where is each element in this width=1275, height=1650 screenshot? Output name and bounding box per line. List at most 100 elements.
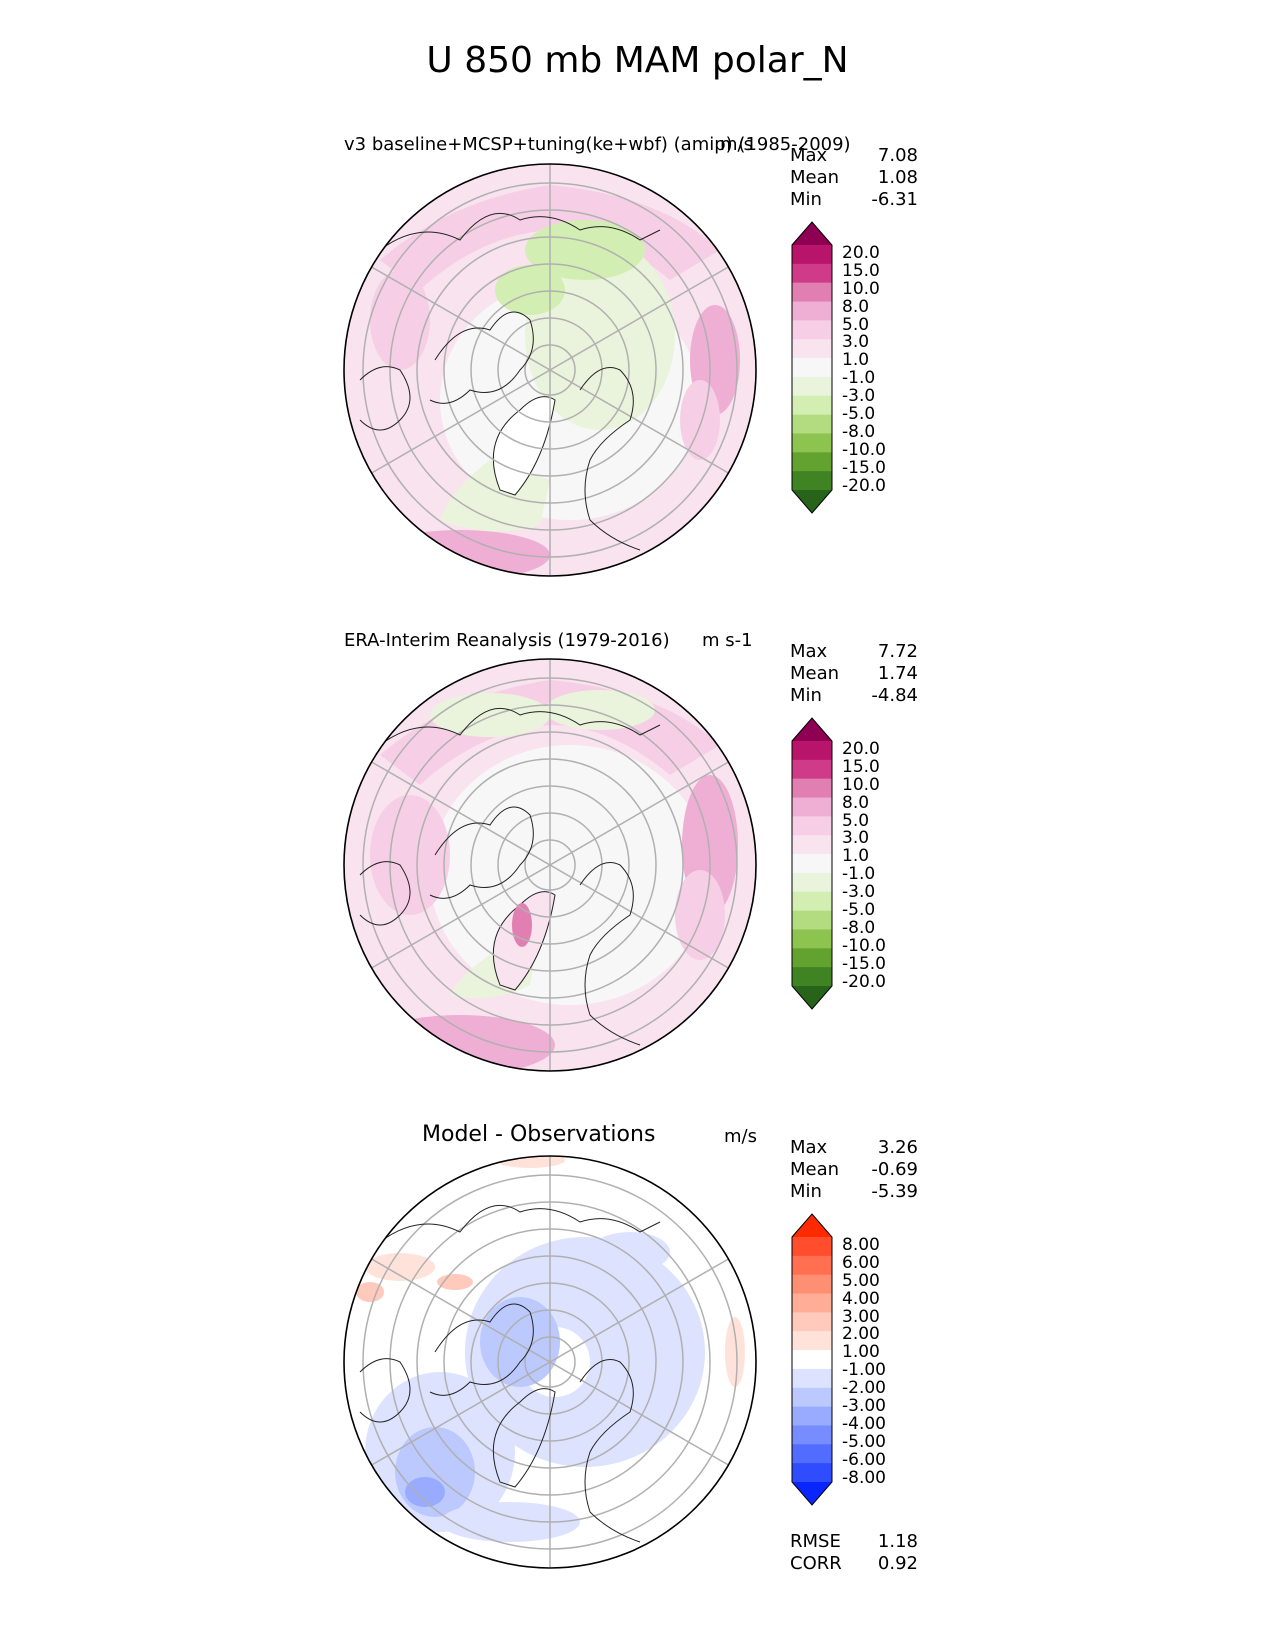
colorbar-segment [792, 1387, 832, 1408]
colorbar-segment [792, 1350, 832, 1370]
colorbar-extend-bottom [792, 986, 832, 1009]
colorbar-outline [791, 1213, 833, 1506]
cbar-tick: 2.00 [842, 1324, 880, 1345]
colorbar-segment [792, 414, 832, 434]
stat-value-min: -6.31 [871, 189, 918, 210]
stat-value-mean: 1.74 [877, 663, 918, 684]
colorbar-segment [792, 452, 832, 472]
cbar-tick: 20.0 [842, 739, 880, 759]
metric-value-corr: 0.92 [877, 1553, 918, 1574]
cbar-tick: -10.0 [842, 439, 886, 460]
stat-label-mean: Mean [790, 663, 840, 684]
stat-value-max: 7.72 [877, 641, 918, 662]
cbar-tick: 20.0 [842, 243, 880, 263]
panel-3-title: Model - Observations [422, 1122, 656, 1147]
panel-3-stats: Max 3.26 Mean -0.69 Min -5.39 [790, 1137, 918, 1203]
cbar-tick: -5.0 [842, 900, 876, 921]
cbar-tick: 1.0 [842, 350, 870, 371]
stat-label-max: Max [790, 1137, 828, 1158]
colorbar-segment [792, 376, 832, 397]
colorbar-segment [792, 320, 832, 340]
colorbar-segment [792, 395, 832, 416]
cbar-tick: -20.0 [842, 971, 886, 992]
colorbar-segment [792, 282, 832, 303]
colorbar-segment [792, 835, 832, 855]
colorbar-extend-top [792, 718, 832, 741]
colorbar-segment [792, 1444, 832, 1464]
figure-title: U 850 mb MAM polar_N [426, 40, 849, 81]
colorbar-segment [792, 1293, 832, 1313]
colorbar-segment [792, 1312, 832, 1332]
stat-value-mean: 1.08 [877, 167, 918, 188]
panel-2-units: m s-1 [702, 630, 753, 651]
panel-1-units: m/s [720, 134, 753, 155]
cbar-tick: -4.00 [842, 1413, 886, 1434]
stat-label-max: Max [790, 641, 828, 662]
colorbar-outline [791, 221, 833, 514]
colorbar-segment [792, 967, 832, 987]
stat-value-min: -4.84 [871, 685, 918, 706]
colorbar-segment [792, 778, 832, 799]
colorbar-segment [792, 741, 832, 761]
panel-1-map [343, 163, 757, 577]
colorbar-segment [792, 797, 832, 817]
stat-label-mean: Mean [790, 167, 840, 188]
colorbar-segment [792, 433, 832, 453]
colorbar-segment [792, 816, 832, 836]
cbar-tick: -5.00 [842, 1431, 886, 1452]
panel-1-title: v3 baseline+MCSP+tuning(ke+wbf) (amip) (… [344, 134, 851, 155]
stat-label-min: Min [790, 685, 822, 706]
colorbar-segment [792, 872, 832, 893]
cbar-tick: 5.00 [842, 1270, 880, 1291]
panel-2-colorbar-labels: 20.0 15.0 10.0 8.0 5.0 3.0 1.0 -1.0 -3.0… [842, 739, 886, 992]
cbar-tick: -10.0 [842, 935, 886, 956]
colorbar-outline [791, 717, 833, 1010]
panel-3-colorbar-labels: 8.00 6.00 5.00 4.00 3.00 2.00 1.00 -1.00… [842, 1235, 886, 1488]
metric-label-rmse: RMSE [790, 1531, 841, 1552]
colorbar-segment [792, 1425, 832, 1445]
cbar-tick: -8.00 [842, 1467, 886, 1488]
panel-1-colorbar [791, 221, 833, 514]
cbar-tick: 1.0 [842, 846, 870, 867]
panel-1-stats: Max 7.08 Mean 1.08 Min -6.31 [790, 145, 918, 211]
cbar-tick: -1.0 [842, 864, 876, 885]
colorbar-segment [792, 471, 832, 491]
cbar-tick: 6.00 [842, 1252, 880, 1273]
cbar-tick: 15.0 [842, 260, 880, 281]
cbar-tick: -20.0 [842, 475, 886, 496]
colorbar-segment [792, 910, 832, 930]
colorbar-segment [792, 263, 832, 284]
colorbar-segment [792, 891, 832, 912]
stat-value-max: 3.26 [877, 1137, 918, 1158]
stat-value-min: -5.39 [871, 1181, 918, 1202]
cbar-tick: -15.0 [842, 457, 886, 478]
cbar-tick: -8.0 [842, 917, 876, 938]
colorbar-segment [792, 1237, 832, 1257]
colorbar-extend-bottom [792, 490, 832, 513]
cbar-tick: 10.0 [842, 774, 880, 795]
stat-value-mean: -0.69 [871, 1159, 918, 1180]
cbar-tick: -15.0 [842, 953, 886, 974]
colorbar-segment [792, 759, 832, 780]
cbar-tick: 3.00 [842, 1306, 880, 1327]
cbar-tick: -2.00 [842, 1378, 886, 1399]
cbar-tick: -8.0 [842, 421, 876, 442]
cbar-tick: 4.00 [842, 1288, 880, 1309]
panel-2-stats: Max 7.72 Mean 1.74 Min -4.84 [790, 641, 918, 707]
cbar-tick: 5.0 [842, 810, 870, 831]
colorbar-extend-bottom [792, 1482, 832, 1505]
cbar-tick: 1.00 [842, 1342, 880, 1363]
panel-2-title: ERA-Interim Reanalysis (1979-2016) [344, 630, 670, 651]
cbar-tick: 8.00 [842, 1235, 880, 1255]
colorbar-segment [792, 854, 832, 874]
stat-label-min: Min [790, 1181, 822, 1202]
colorbar-segment [792, 1463, 832, 1483]
cbar-tick: 8.0 [842, 296, 870, 317]
cbar-tick: 15.0 [842, 756, 880, 777]
colorbar-segment [792, 245, 832, 265]
colorbar-segment [792, 339, 832, 359]
cbar-tick: 5.0 [842, 314, 870, 335]
stat-label-mean: Mean [790, 1159, 840, 1180]
cbar-tick: -5.0 [842, 404, 876, 425]
stat-label-max: Max [790, 145, 828, 166]
